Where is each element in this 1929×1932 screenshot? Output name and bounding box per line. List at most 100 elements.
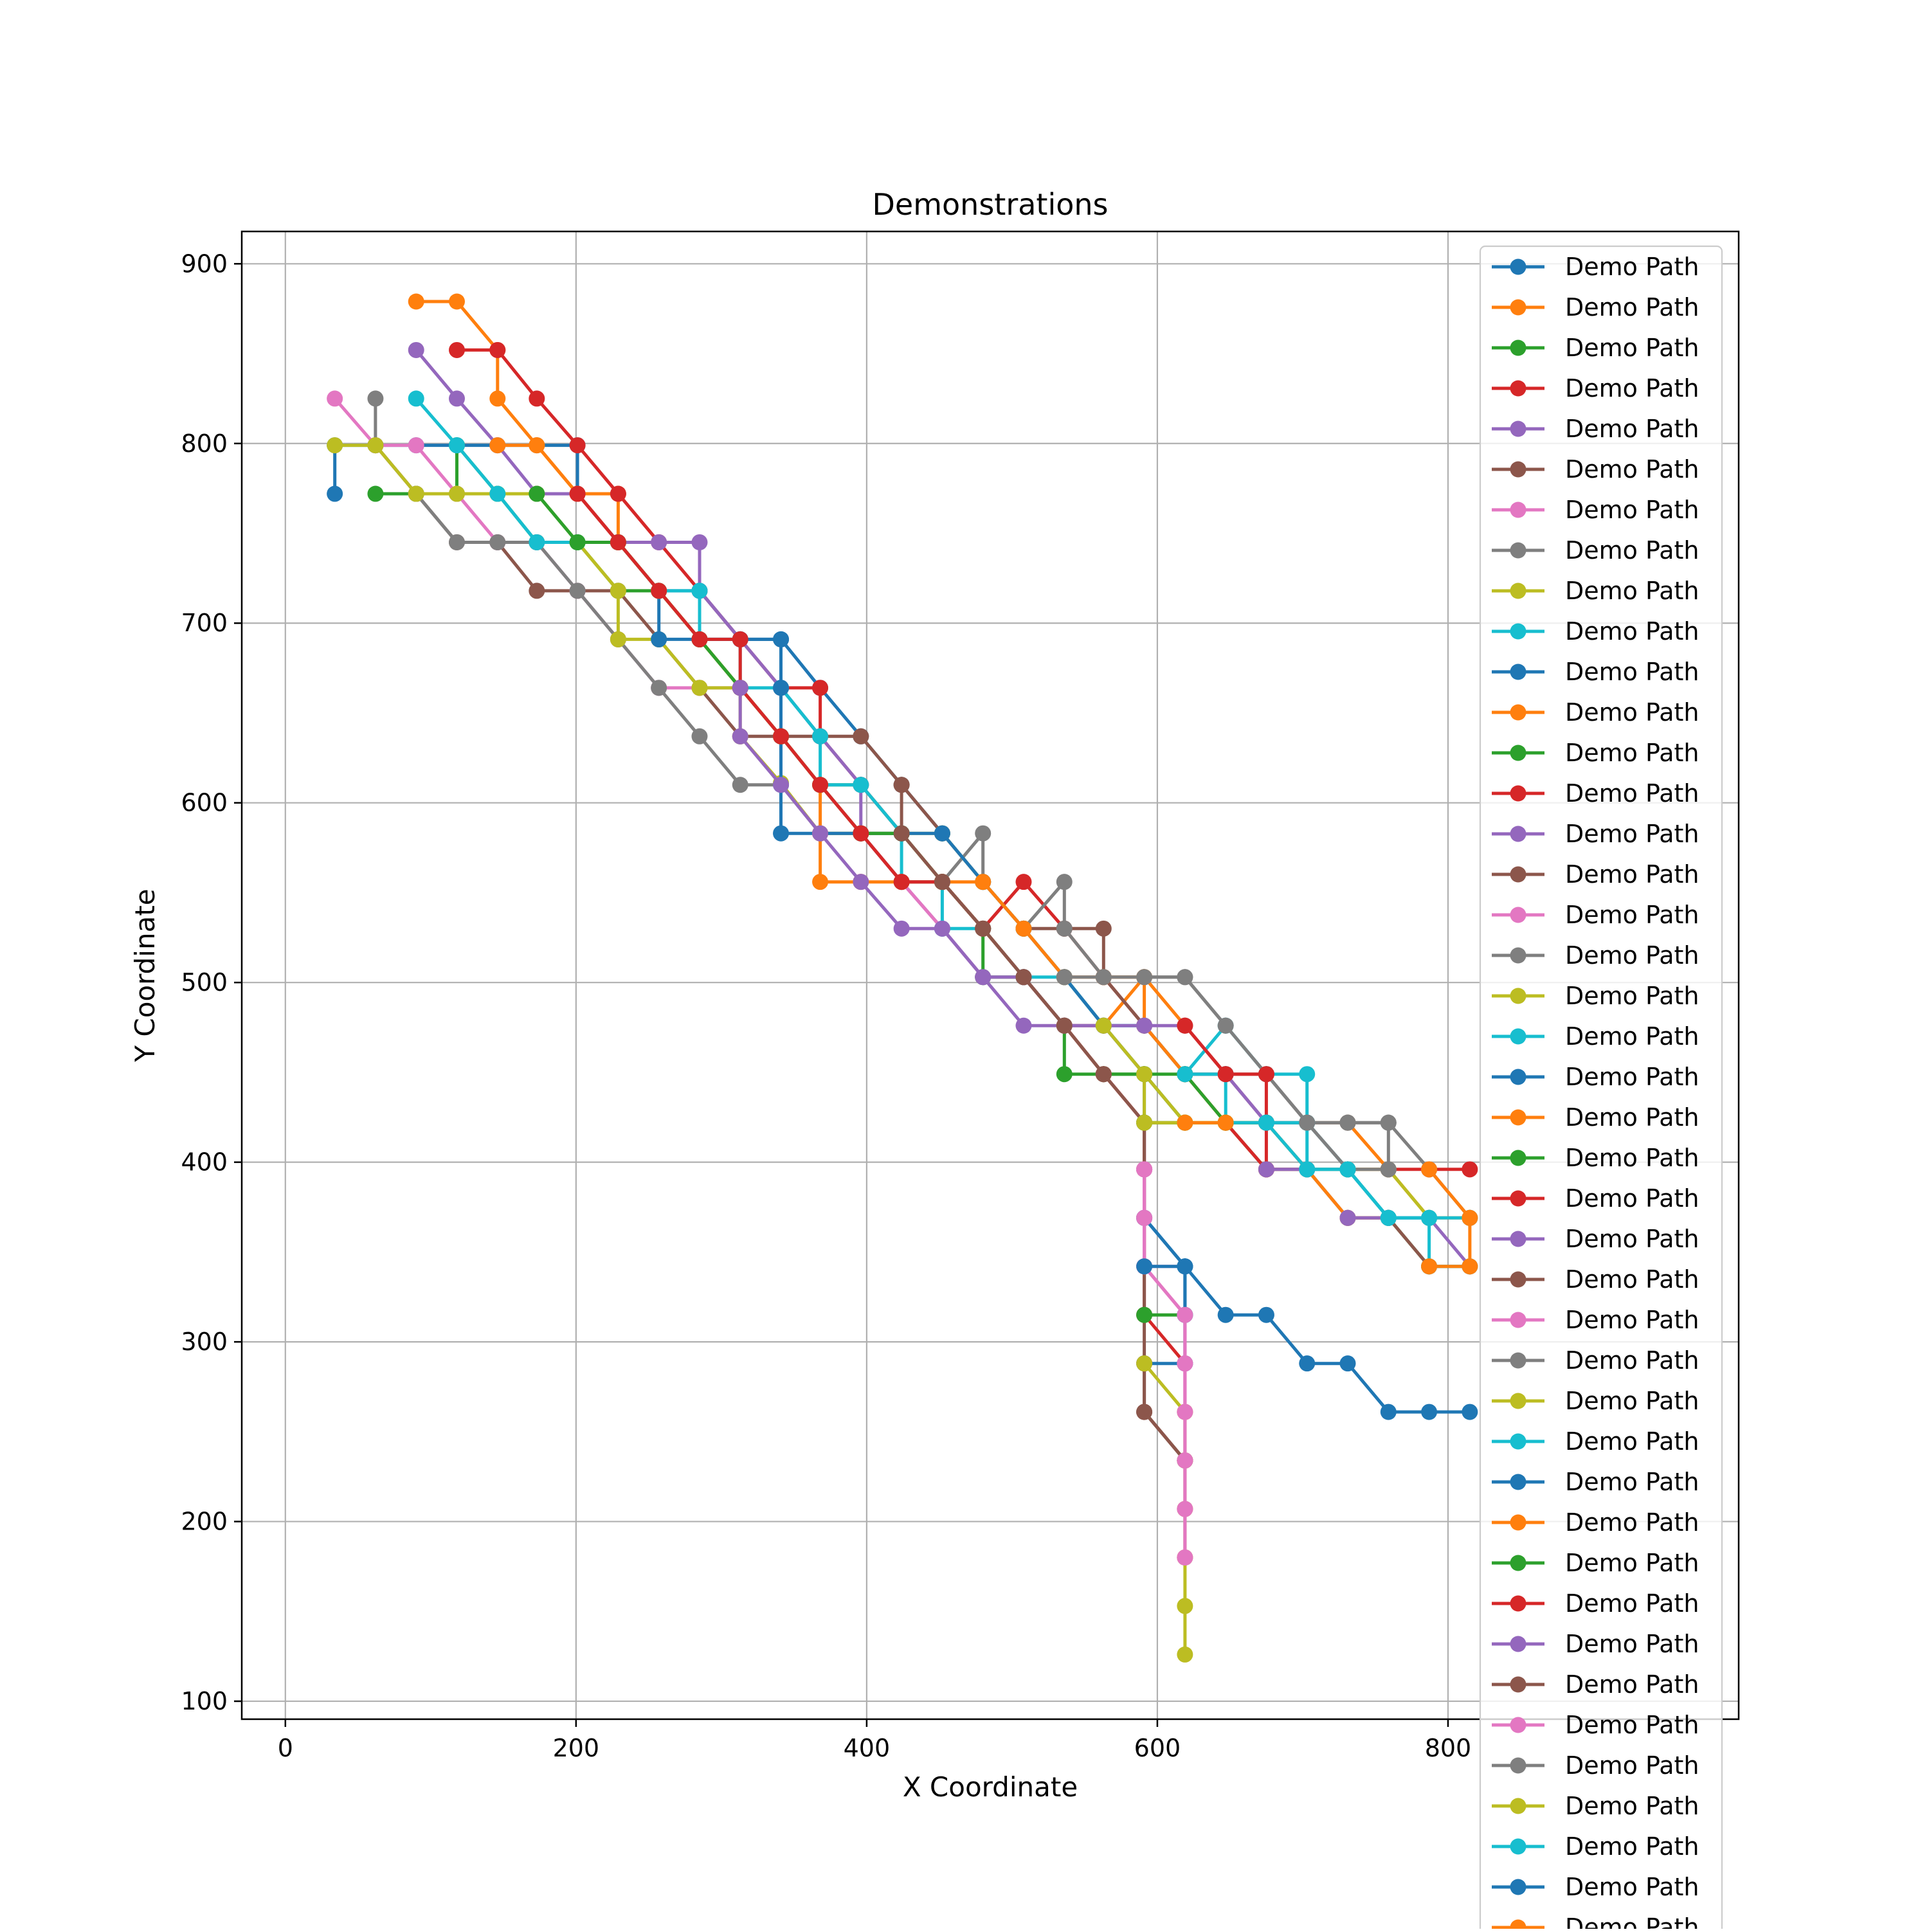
data-point [1177, 1598, 1193, 1614]
legend-marker [1510, 1393, 1526, 1409]
data-point [327, 437, 343, 454]
legend-item: Demo Path [1492, 982, 1699, 1010]
data-point [1380, 1161, 1397, 1178]
data-point [1339, 1114, 1356, 1131]
legend-label: Demo Path [1565, 982, 1699, 1010]
data-point [1177, 969, 1193, 986]
legend-item: Demo Path [1492, 1711, 1699, 1739]
data-point [1095, 920, 1112, 937]
data-point [1015, 874, 1032, 890]
legend-label: Demo Path [1565, 1913, 1699, 1929]
data-point [1217, 1066, 1234, 1083]
legend-item: Demo Path [1492, 1265, 1699, 1294]
data-point [732, 631, 748, 647]
legend-label: Demo Path [1565, 739, 1699, 767]
data-point [812, 777, 829, 793]
legend-marker [1510, 1676, 1526, 1693]
data-point [893, 825, 910, 842]
legend-marker [1510, 1028, 1526, 1045]
data-point [1258, 1306, 1274, 1323]
ticks: 0 200 400 600 800 100 200 300 400 500 600 700 800 900 [181, 249, 1471, 1762]
data-point [367, 485, 384, 502]
y-tick-label: 900 [181, 249, 228, 278]
data-point [893, 874, 910, 890]
legend-item: Demo Path [1492, 1225, 1699, 1253]
data-point [1421, 1209, 1438, 1226]
data-point [1177, 1404, 1193, 1420]
data-point [1339, 1355, 1356, 1372]
data-point [1462, 1404, 1478, 1420]
legend-item: Demo Path [1492, 1630, 1699, 1658]
data-point [1056, 969, 1073, 986]
legend-item: Demo Path [1492, 860, 1699, 889]
legend-label: Demo Path [1565, 1630, 1699, 1658]
legend-item: Demo Path [1492, 1346, 1699, 1375]
data-point [1136, 1017, 1153, 1034]
data-point [408, 437, 424, 454]
data-point [529, 437, 545, 454]
legend-marker [1510, 501, 1526, 518]
data-point [367, 390, 384, 407]
legend-item: Demo Path [1492, 1508, 1699, 1537]
x-tick-label: 200 [553, 1734, 600, 1762]
legend-item: Demo Path [1492, 1670, 1699, 1699]
legend-label: Demo Path [1565, 1184, 1699, 1213]
legend-item: Demo Path [1492, 1103, 1699, 1132]
legend-marker [1510, 542, 1526, 559]
data-point [1299, 1355, 1316, 1372]
legend-item: Demo Path [1492, 1427, 1699, 1456]
data-point [1177, 1549, 1193, 1566]
legend-label: Demo Path [1565, 1144, 1699, 1172]
legend-label: Demo Path [1565, 1306, 1699, 1334]
data-point [812, 680, 829, 696]
legend-item: Demo Path [1492, 1144, 1699, 1172]
data-point [691, 631, 708, 647]
legend-label: Demo Path [1565, 374, 1699, 402]
data-point [1421, 1258, 1438, 1275]
data-point [773, 680, 790, 696]
data-point [773, 777, 790, 793]
legend-marker [1510, 1474, 1526, 1490]
legend-item: Demo Path [1492, 658, 1699, 686]
data-point [1015, 920, 1032, 937]
legend-label: Demo Path [1565, 779, 1699, 808]
legend-item: Demo Path [1492, 779, 1699, 808]
legend-label: Demo Path [1565, 536, 1699, 564]
data-point [1380, 1114, 1397, 1131]
legend-marker [1510, 785, 1526, 802]
legend-label: Demo Path [1565, 820, 1699, 848]
legend-item: Demo Path [1492, 941, 1699, 970]
data-point [1217, 1306, 1234, 1323]
data-point [1177, 1114, 1193, 1131]
data-point [408, 485, 424, 502]
series-line [1143, 1410, 1187, 1463]
legend-label: Demo Path [1565, 1265, 1699, 1294]
data-point [812, 728, 829, 745]
legend-label: Demo Path [1565, 901, 1699, 929]
data-point [1136, 1114, 1153, 1131]
legend-marker [1510, 826, 1526, 842]
data-point [773, 728, 790, 745]
legend-item: Demo Path [1492, 1387, 1699, 1415]
legend-marker [1510, 1352, 1526, 1369]
legend-item: Demo Path [1492, 1873, 1699, 1901]
data-point [489, 437, 506, 454]
legend-item: Demo Path [1492, 1751, 1699, 1780]
data-point [529, 390, 545, 407]
data-point [691, 534, 708, 550]
legend-marker [1510, 380, 1526, 397]
data-point [1258, 1161, 1274, 1178]
data-point [853, 777, 869, 793]
y-tick-label: 100 [181, 1687, 228, 1715]
data-point [1339, 1161, 1356, 1178]
data-point [732, 777, 748, 793]
legend-item: Demo Path [1492, 496, 1699, 524]
legend-marker [1510, 1231, 1526, 1247]
data-point [1136, 1066, 1153, 1083]
data-point [489, 390, 506, 407]
series-demo-path-41 [1136, 1258, 1193, 1275]
legend-item: Demo Path [1492, 739, 1699, 767]
legend-label: Demo Path [1565, 1589, 1699, 1618]
legend-label: Demo Path [1565, 334, 1699, 362]
data-point [732, 728, 748, 745]
